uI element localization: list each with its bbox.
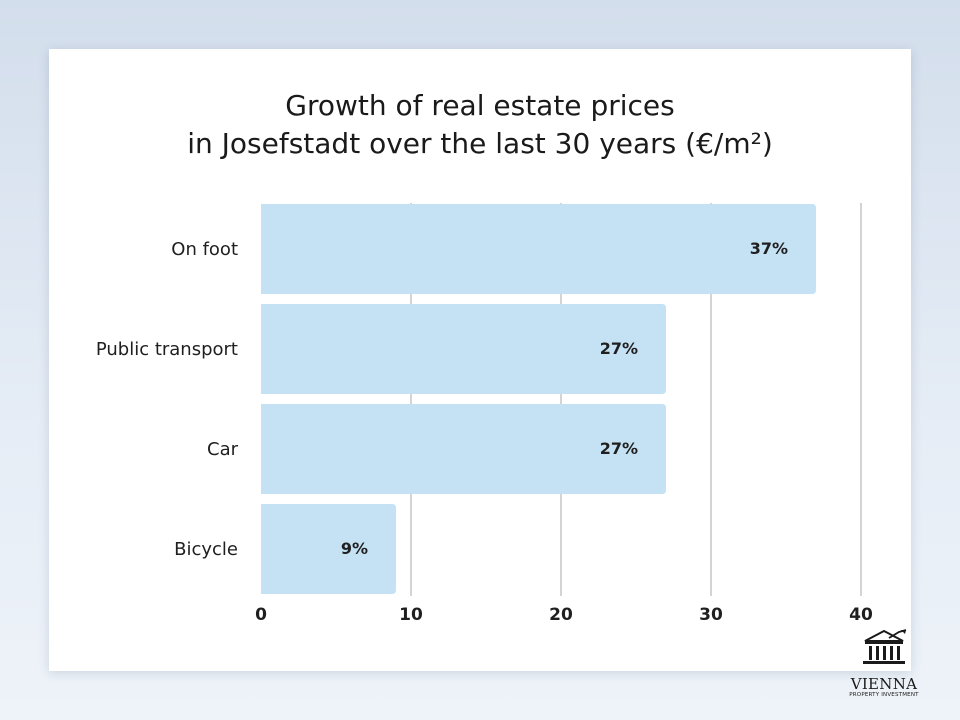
chart-title: Growth of real estate prices in Josefsta… (49, 87, 911, 163)
x-tick-label: 30 (699, 605, 723, 625)
value-label: 37% (750, 239, 788, 258)
category-label: Bicycle (174, 539, 238, 560)
chart-title-line-1: Growth of real estate prices (285, 89, 675, 122)
bar-bicycle (261, 504, 396, 594)
value-labels: 37% 27% 27% 9% (341, 239, 788, 558)
category-labels: On foot Public transport Car Bicycle (96, 239, 239, 560)
logo-name: VIENNA (850, 675, 918, 693)
building-logo-icon (863, 629, 907, 664)
bar-car (261, 404, 666, 494)
category-label: On foot (171, 239, 238, 260)
x-tick-label: 40 (849, 605, 873, 625)
x-tick-label: 10 (399, 605, 423, 625)
bar-on-foot (261, 204, 816, 294)
x-tick-label: 20 (549, 605, 573, 625)
chart-title-line-2: in Josefstadt over the last 30 years (€/… (187, 127, 773, 160)
x-axis-ticks: 0 10 20 30 40 (255, 605, 873, 625)
value-label: 9% (341, 539, 368, 558)
bar-public-transport (261, 304, 666, 394)
value-label: 27% (600, 339, 638, 358)
logo-subtitle: PROPERTY INVESTMENT (849, 692, 919, 698)
x-tick-label: 0 (255, 605, 267, 625)
bars (261, 204, 816, 594)
vienna-logo: VIENNA PROPERTY INVESTMENT (838, 628, 930, 699)
category-label: Public transport (96, 339, 238, 360)
category-label: Car (207, 439, 239, 460)
value-label: 27% (600, 439, 638, 458)
